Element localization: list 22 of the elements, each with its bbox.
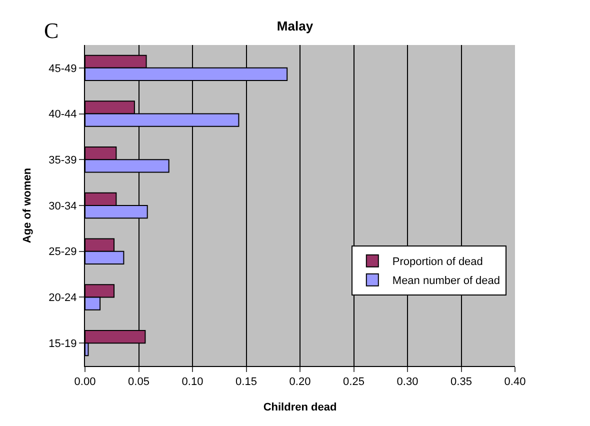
y-tick-label: 45-49 — [48, 62, 77, 75]
x-tick-label: 0.20 — [289, 376, 311, 388]
y-tick-label: 35-39 — [48, 154, 77, 166]
x-tick-label: 0.00 — [74, 376, 96, 388]
y-axis-title: Age of women — [21, 168, 34, 244]
x-tick-label: 0.25 — [343, 376, 364, 388]
x-tick-label: 0.05 — [128, 376, 150, 388]
y-tick-label: 40-44 — [48, 108, 77, 121]
y-tick-label: 25-29 — [48, 246, 77, 258]
y-tick-label: 30-34 — [48, 200, 77, 212]
x-tick-label: 0.10 — [182, 376, 204, 388]
text: C — [44, 18, 59, 43]
x-tick-label: 0.30 — [396, 376, 418, 388]
chart-title: Malay — [276, 18, 314, 34]
y-tick-label: 15-19 — [48, 338, 77, 350]
y-tick-label: 20-24 — [48, 292, 77, 304]
x-tick-label: 0.35 — [450, 376, 472, 388]
x-tick-label: 0.15 — [236, 376, 257, 388]
x-tick-label: 0.40 — [504, 376, 526, 388]
x-axis-title: Children dead — [263, 401, 337, 414]
legend-label: Mean number of dead — [392, 275, 500, 288]
legend-label: Proportion of dead — [392, 256, 483, 268]
